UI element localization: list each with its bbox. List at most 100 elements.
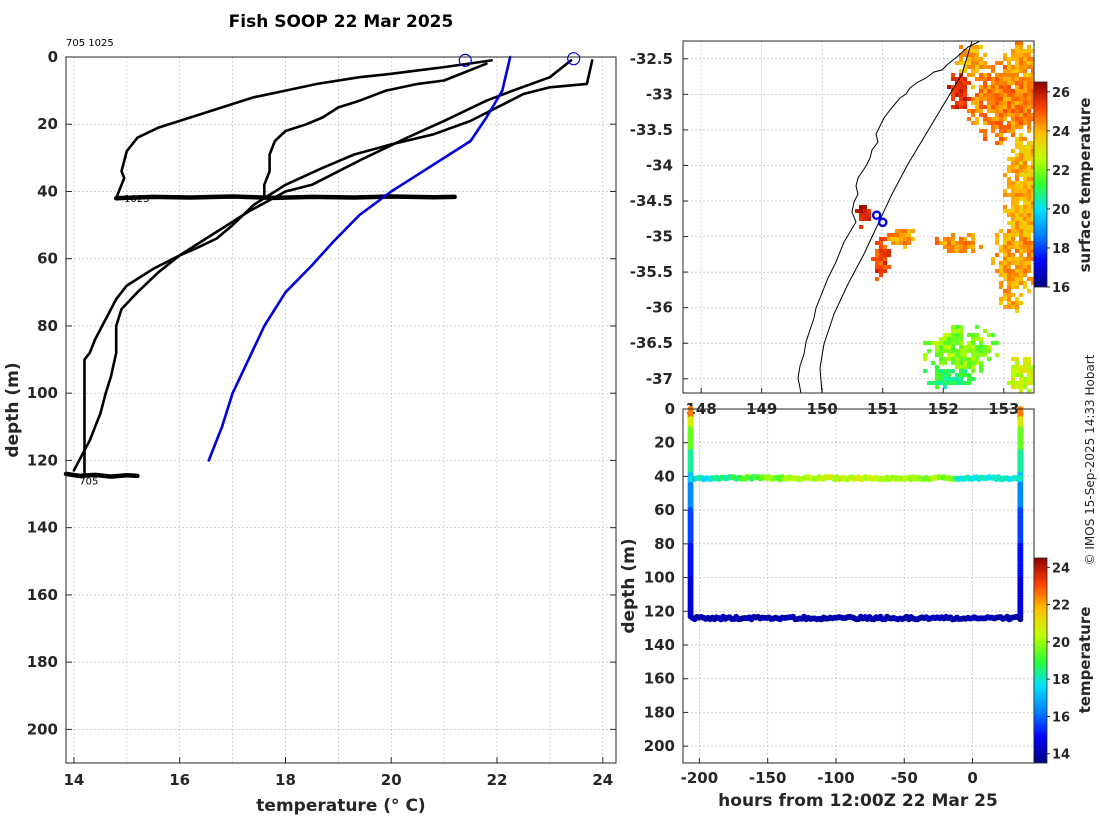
- sst-pixel: [1019, 81, 1023, 85]
- sst-pixel: [995, 93, 999, 97]
- sst-pixel: [879, 269, 883, 273]
- sst-pixel: [975, 97, 979, 101]
- sst-pixel: [1019, 229, 1023, 233]
- sst-pixel: [975, 121, 979, 125]
- sst-pixel: [1011, 225, 1015, 229]
- sst-pixel: [991, 341, 995, 345]
- profile-start-marker: [458, 53, 472, 67]
- sst-pixel: [1023, 105, 1027, 109]
- sst-pixel: [1019, 237, 1023, 241]
- sst-pixel: [1011, 237, 1015, 241]
- sst-pixel: [959, 337, 963, 341]
- sst-pixel: [1011, 185, 1015, 189]
- sst-pixel: [1019, 93, 1023, 97]
- sst-pixel: [947, 373, 951, 377]
- sst-pixel: [975, 345, 979, 349]
- sst-pixel: [863, 209, 867, 213]
- sst-pixel: [1011, 277, 1015, 281]
- sst-pixel: [983, 349, 987, 353]
- sst-pixel: [1011, 241, 1015, 245]
- figure-title: Fish SOOP 22 Mar 2025: [229, 12, 454, 32]
- sst-pixel: [1027, 229, 1031, 233]
- sst-pixel: [967, 97, 971, 101]
- sst-pixel: [867, 209, 871, 213]
- sst-pixel: [959, 241, 963, 245]
- sst-pixel: [995, 237, 999, 241]
- copyright-notice: © IMOS 15-Sep-2025 14:33 Hobart: [1083, 354, 1097, 565]
- sst-pixel: [1015, 217, 1019, 221]
- time-depth-y-tick-label: 200: [644, 737, 675, 755]
- sst-pixel: [947, 377, 951, 381]
- profile-y-tick-label: 100: [27, 384, 58, 402]
- sst-pixel: [1023, 93, 1027, 97]
- sst-pixel: [1019, 217, 1023, 221]
- sst-pixel: [875, 253, 879, 257]
- sst-pixel: [955, 101, 959, 105]
- sst-pixel: [967, 241, 971, 245]
- sst-pixel: [979, 245, 983, 249]
- sst-pixel: [1015, 281, 1019, 285]
- sst-pixel: [959, 341, 963, 345]
- sst-colorbar-ticks: 16 18 20 22 24 26: [1047, 86, 1070, 296]
- sst-pixel: [935, 373, 939, 377]
- sst-pixel: [947, 85, 951, 89]
- sst-pixel: [951, 353, 955, 357]
- sst-pixel: [963, 53, 967, 57]
- sst-pixel: [859, 205, 863, 209]
- sst-pixel: [1011, 257, 1015, 261]
- sst-pixel: [1019, 245, 1023, 249]
- sst-pixel: [1007, 61, 1011, 65]
- sst-pixel: [1023, 161, 1027, 165]
- sst-pixel: [1015, 61, 1019, 65]
- sst-pixel: [1027, 197, 1031, 201]
- sst-pixel: [987, 109, 991, 113]
- corner-label: 705 1025: [66, 38, 114, 49]
- sst-pixel: [1019, 125, 1023, 129]
- sst-pixel: [1019, 61, 1023, 65]
- sst-pixel: [1007, 245, 1011, 249]
- sst-pixel: [1003, 305, 1007, 309]
- sst-pixel: [903, 241, 907, 245]
- sst-pixel: [1011, 53, 1015, 57]
- sst-pixel: [963, 349, 967, 353]
- sst-pixel: [991, 81, 995, 85]
- sst-pixel: [963, 353, 967, 357]
- sst-pixel: [943, 345, 947, 349]
- sst-pixel: [995, 109, 999, 113]
- sst-pixel: [967, 373, 971, 377]
- sst-pixel: [947, 237, 951, 241]
- sst-pixel: [955, 377, 959, 381]
- sst-pixel: [1007, 297, 1011, 301]
- sst-pixel: [999, 125, 1003, 129]
- sst-pixel: [1015, 245, 1019, 249]
- sst-pixel: [911, 237, 915, 241]
- sst-pixel: [903, 245, 907, 249]
- sst-pixel: [999, 61, 1003, 65]
- sst-pixel: [1015, 301, 1019, 305]
- sst-pixel: [999, 121, 1003, 125]
- sst-pixel: [1031, 209, 1034, 213]
- sst-pixel: [1011, 301, 1015, 305]
- station-marker: [877, 217, 888, 228]
- sst-pixel: [959, 361, 963, 365]
- sst-pixel: [1023, 49, 1027, 53]
- sst-pixel: [959, 77, 963, 81]
- sst-pixel: [951, 361, 955, 365]
- sst-pixel: [979, 365, 983, 369]
- sst-pixel: [1027, 101, 1031, 105]
- sst-colorbar-tick-label: 18: [1052, 242, 1070, 257]
- sst-pixel: [895, 241, 899, 245]
- sst-pixel: [983, 81, 987, 85]
- sst-pixel: [1015, 173, 1019, 177]
- sst-pixel: [1015, 45, 1019, 49]
- time-depth-points: [687, 406, 1024, 623]
- sst-pixel: [927, 349, 931, 353]
- sst-pixel: [999, 261, 1003, 265]
- sst-pixel: [1003, 189, 1007, 193]
- sst-pixel: [1011, 161, 1015, 165]
- sst-map-lat-tick-label: -35: [646, 228, 673, 246]
- sst-pixel: [1015, 209, 1019, 213]
- sst-pixel: [939, 345, 943, 349]
- sst-pixel: [951, 237, 955, 241]
- sst-pixel: [975, 45, 979, 49]
